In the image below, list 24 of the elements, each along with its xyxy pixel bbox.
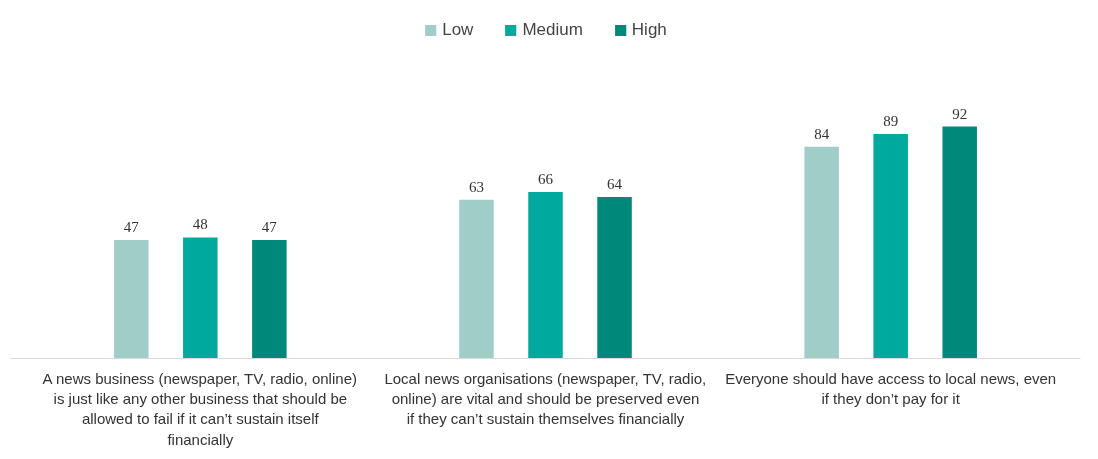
data-label: 47 — [123, 218, 140, 235]
bar — [597, 197, 632, 359]
data-label: 84 — [814, 125, 830, 142]
bar — [528, 192, 563, 359]
legend-label: High — [631, 20, 667, 40]
data-label: 64 — [607, 176, 623, 193]
legend-label: Low — [442, 20, 474, 40]
data-label: 89 — [883, 113, 899, 130]
data-label: 47 — [261, 218, 278, 235]
bar — [183, 237, 218, 359]
bar — [804, 146, 839, 359]
x-tick-label: Local news organisations (newspaper, TV, radio, online) are vital and should be preserved even if they can’t sustain themselves financially — [384, 369, 707, 428]
bar — [873, 134, 908, 359]
legend-label: Medium — [522, 20, 583, 40]
data-label: 63 — [468, 178, 484, 195]
x-tick-label: Everyone should have access to local news, even if they don’t pay for it — [725, 369, 1057, 407]
bar — [114, 239, 149, 359]
data-label: 66 — [538, 171, 554, 188]
bar — [459, 199, 494, 359]
bar — [252, 239, 287, 359]
data-label: 48 — [192, 216, 208, 233]
x-tick-label: A news business (newspaper, TV, radio, online) is just like any other business that should be allowed to fail if it can’t sustain itself financially — [42, 369, 357, 448]
data-label: 92 — [952, 105, 968, 122]
bar — [942, 126, 977, 359]
